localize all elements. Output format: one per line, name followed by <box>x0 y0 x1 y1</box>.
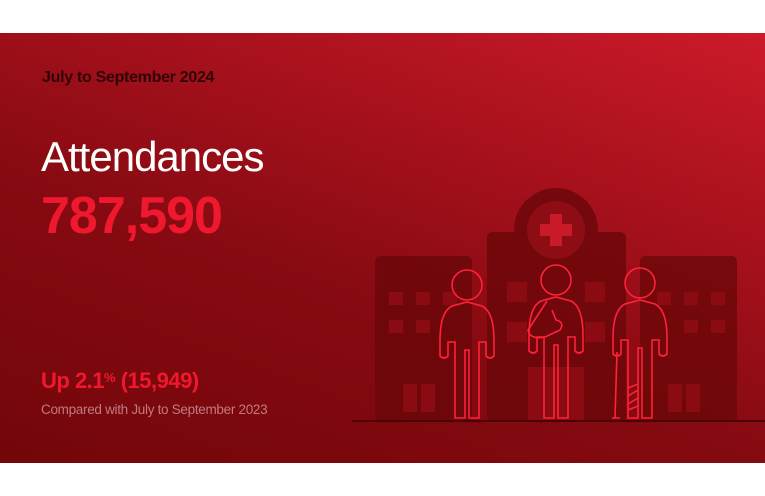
change-count: (15,949) <box>115 368 199 393</box>
change-summary: Up 2.1% (15,949) <box>41 368 199 394</box>
metric-value: 787,590 <box>41 187 223 245</box>
change-value: Up 2.1 <box>41 368 105 393</box>
attendances-banner: July to September 2024 Attendances 787,5… <box>0 33 765 463</box>
metric-title: Attendances <box>41 133 265 180</box>
period-label: July to September 2024 <box>42 69 215 86</box>
hospital-with-patients-icon <box>352 188 765 422</box>
percent-sign: % <box>104 370 116 385</box>
comparison-note: Compared with July to September 2023 <box>41 402 268 417</box>
